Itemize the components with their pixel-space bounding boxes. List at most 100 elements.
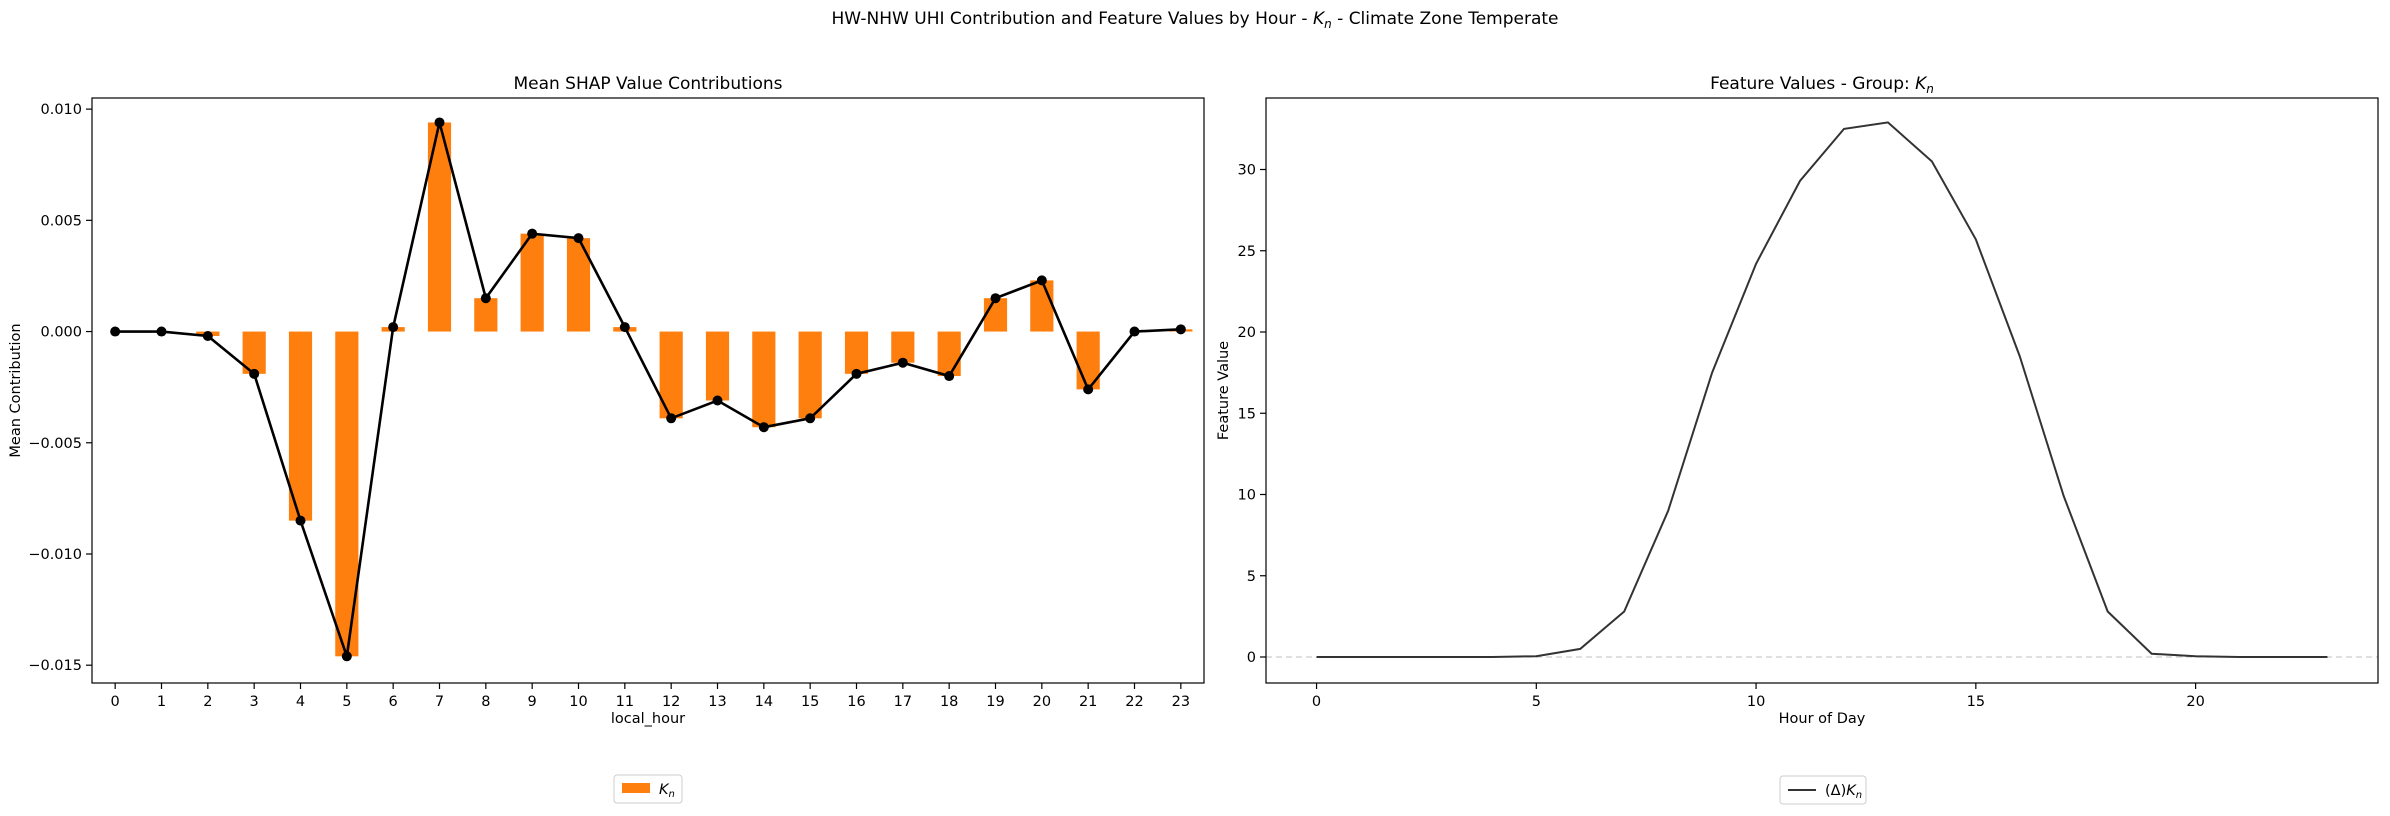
shap-total-polyline <box>115 122 1181 657</box>
shap-x-tick-label: 19 <box>986 694 1004 710</box>
shap-x-tick-label: 10 <box>569 694 587 710</box>
shap-bar <box>798 331 822 419</box>
feature-y-tick-label: 0 <box>1247 650 1256 666</box>
shap-total-point <box>758 422 769 433</box>
shap-x-tick-label: 15 <box>801 694 819 710</box>
feature-legend-box <box>1779 775 1867 805</box>
shap-bars <box>103 122 1193 657</box>
shap-total-point <box>249 368 260 379</box>
shap-total-point <box>712 395 723 406</box>
shap-bar <box>937 331 961 377</box>
feature-x-axis: 0 5 10 15 20 <box>1312 683 2205 710</box>
feature-series-line <box>1316 121 2328 658</box>
shap-x-tick-label: 13 <box>708 694 726 710</box>
shap-total-point <box>897 357 908 368</box>
shap-y-tick-label: −0.010 <box>28 547 82 563</box>
feature-x-tick-label: 15 <box>1967 694 1985 710</box>
shap-total-point <box>480 293 491 304</box>
shap-bar <box>335 331 359 657</box>
suptitle-symbol: K <box>1313 9 1326 29</box>
shap-bar <box>752 331 776 428</box>
feature-axes-frame <box>1265 97 2379 684</box>
shap-chart: Mean SHAP Value Contributions 0.010 0.005… <box>8 74 1205 804</box>
shap-x-tick-label: 0 <box>111 694 120 710</box>
shap-total-point <box>156 326 167 337</box>
feature-y-tick-label: 30 <box>1238 163 1256 179</box>
shap-x-tick-label: 14 <box>755 694 773 710</box>
feature-chart: Feature Values - Group: Kn 051015202530 … <box>1216 74 2379 805</box>
shap-x-tick-label: 23 <box>1172 694 1190 710</box>
shap-y-tick-label: −0.015 <box>28 658 82 674</box>
shap-bar <box>891 331 915 363</box>
shap-total-point <box>434 117 445 128</box>
shap-total-point <box>341 651 352 662</box>
feature-x-tick-label: 5 <box>1532 694 1541 710</box>
shap-y-tick-label: 0.005 <box>40 213 82 229</box>
shap-total-point <box>295 515 306 526</box>
shap-bar <box>844 331 869 374</box>
shap-x-tick-label: 11 <box>616 694 634 710</box>
shap-x-axis: 0 1 2 3 4 5 6 7 8 9 10 11 12 13 14 15 16 17 18 19 20 21 22 23 <box>111 683 1190 710</box>
shap-total-line <box>110 117 1186 662</box>
shap-y-axis-label: Mean Contribution <box>8 323 24 457</box>
suptitle-suffix: - Climate Zone Temperate <box>1332 9 1559 29</box>
shap-x-tick-label: 12 <box>662 694 680 710</box>
shap-bar <box>659 331 683 419</box>
shap-x-tick-label: 5 <box>342 694 351 710</box>
feature-x-tick-label: 0 <box>1312 694 1321 710</box>
shap-total-point <box>388 322 399 333</box>
shap-total-point <box>527 228 538 239</box>
feature-y-tick-label: 5 <box>1247 569 1256 585</box>
shap-bar <box>520 233 544 332</box>
shap-bar <box>705 331 730 401</box>
feature-x-tick-label: 10 <box>1747 694 1765 710</box>
feature-y-tick-label: 20 <box>1238 325 1256 341</box>
shap-x-tick-label: 8 <box>481 694 490 710</box>
shap-total-point <box>110 326 121 337</box>
shap-x-axis-label: local_hour <box>611 711 685 727</box>
shap-x-tick-label: 3 <box>250 694 259 710</box>
shap-legend-label: Kn <box>659 782 675 800</box>
suptitle-subscript: n <box>1324 17 1332 31</box>
shap-legend-swatch <box>622 783 650 793</box>
shap-legend: Kn <box>613 774 683 804</box>
shap-x-tick-label: 2 <box>203 694 212 710</box>
shap-x-tick-label: 7 <box>435 694 444 710</box>
feature-legend: (Δ)Kn <box>1779 775 1867 805</box>
shap-y-axis: 0.010 0.005 0.000 −0.005 −0.010 −0.015 <box>28 102 92 674</box>
shap-total-point <box>202 331 213 341</box>
shap-x-tick-label: 17 <box>894 694 912 710</box>
shap-bar <box>566 238 591 332</box>
feature-x-axis-label: Hour of Day <box>1779 711 1866 727</box>
shap-y-tick-label: 0.000 <box>40 325 82 341</box>
shap-total-point <box>1036 275 1047 286</box>
shap-y-tick-label: −0.005 <box>28 436 82 452</box>
shap-total-point <box>805 413 816 424</box>
shap-x-tick-label: 4 <box>296 694 305 710</box>
feature-y-tick-label: 15 <box>1238 406 1256 422</box>
suptitle-prefix: HW-NHW UHI Contribution and Feature Valu… <box>832 9 1313 29</box>
feature-legend-label: (Δ)Kn <box>1825 783 1862 801</box>
figure-suptitle: HW-NHW UHI Contribution and Feature Valu… <box>832 9 1559 31</box>
shap-bar <box>427 122 452 332</box>
shap-y-tick-label: 0.010 <box>40 102 82 118</box>
feature-x-tick-label: 20 <box>2186 694 2204 710</box>
feature-y-tick-label: 10 <box>1238 488 1256 504</box>
shap-total-point <box>851 368 862 379</box>
feature-y-axis-label: Feature Value <box>1216 341 1232 440</box>
shap-total-point <box>1083 384 1094 395</box>
shap-x-tick-label: 6 <box>389 694 398 710</box>
shap-bar <box>983 298 1008 332</box>
shap-x-tick-label: 1 <box>157 694 166 710</box>
shap-x-tick-label: 22 <box>1125 694 1143 710</box>
shap-x-tick-label: 9 <box>528 694 537 710</box>
shap-bar <box>288 331 313 521</box>
shap-x-tick-label: 16 <box>847 694 865 710</box>
shap-total-point <box>1129 326 1140 337</box>
feature-y-axis: 0 5 10 15 20 25 30 <box>1238 163 1266 666</box>
shap-total-point <box>990 293 1001 304</box>
shap-total-point <box>619 322 630 333</box>
feature-series-polyline <box>1316 121 2328 658</box>
shap-bar <box>1030 280 1054 332</box>
